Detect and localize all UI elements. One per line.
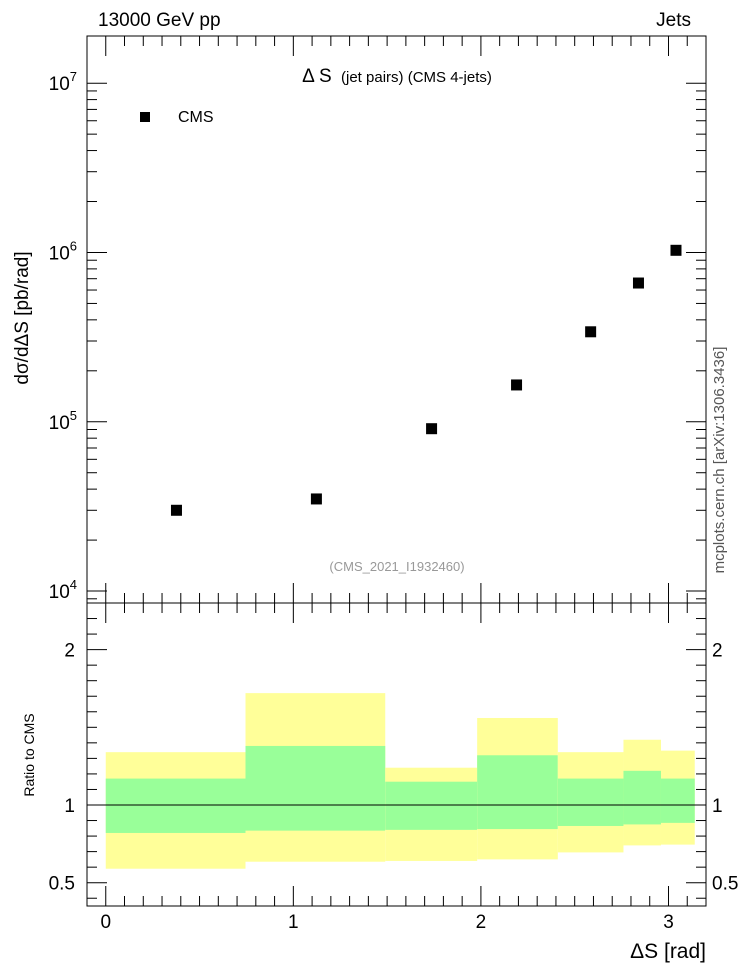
data-point-cms bbox=[170, 504, 182, 516]
x-tick-label: 1 bbox=[288, 912, 299, 933]
main-y-tick-label: 105 bbox=[49, 408, 77, 434]
header-process-label: Jets bbox=[656, 10, 691, 31]
data-point-cms bbox=[310, 493, 322, 505]
ratio-y-tick-label-left: 0.5 bbox=[49, 874, 75, 895]
ratio-band-inner bbox=[557, 778, 624, 826]
legend-marker-cms bbox=[140, 112, 150, 122]
legend-label-cms: CMS bbox=[178, 109, 214, 126]
chart-title: Δ S (jet pairs) (CMS 4-jets) bbox=[302, 66, 492, 87]
cms-series bbox=[170, 244, 682, 516]
main-x-ticks bbox=[86, 36, 707, 603]
header-energy-label: 13000 GeV pp bbox=[98, 10, 221, 31]
x-tick-label: 0 bbox=[100, 912, 111, 933]
ratio-band-inner bbox=[105, 778, 246, 833]
ratio-y-tick-label-left: 1 bbox=[64, 796, 75, 817]
ratio-y-axis-label: Ratio to CMS bbox=[21, 713, 37, 796]
data-point-cms bbox=[585, 326, 597, 338]
ratio-y-tick-label-right: 0.5 bbox=[712, 874, 738, 895]
ratio-band-inner bbox=[477, 755, 558, 830]
ratio-band-inner bbox=[385, 781, 478, 830]
chart-title-suffix: (jet pairs) (CMS 4-jets) bbox=[341, 69, 492, 86]
main-y-tick-label: 106 bbox=[49, 238, 77, 264]
x-tick-label: 3 bbox=[663, 912, 674, 933]
ratio-x-axis: 0 1 2 3 bbox=[86, 603, 707, 933]
ratio-uncertainty-bands bbox=[105, 693, 695, 869]
x-tick-label: 2 bbox=[476, 912, 487, 933]
ratio-plot-panel: 0.5 0.5 1 1 2 2 0 1 2 3 Ratio to CMS ΔS [rad] bbox=[21, 602, 738, 963]
main-plot-panel: 104 105 106 107 dσ/dΔS [pb/rad] Δ S (jet pa… bbox=[12, 35, 707, 604]
main-y-tick-label: 104 bbox=[49, 577, 77, 603]
main-y-axis-label: dσ/dΔS [pb/rad] bbox=[12, 251, 33, 384]
main-y-axis: 104 105 106 107 bbox=[49, 69, 706, 603]
x-axis-label: ΔS [rad] bbox=[630, 940, 706, 963]
data-point-cms bbox=[511, 379, 523, 391]
ratio-band-inner bbox=[245, 745, 386, 831]
side-credit-label: mcplots.cern.ch [arXiv:1306.3436] bbox=[711, 347, 728, 574]
main-y-tick-label: 107 bbox=[49, 69, 77, 95]
data-point-cms bbox=[426, 423, 438, 435]
ratio-y-tick-label-right: 2 bbox=[712, 641, 723, 662]
ratio-plot-frame bbox=[86, 602, 707, 907]
data-point-cms bbox=[670, 244, 682, 256]
ratio-band-inner bbox=[660, 778, 695, 823]
analysis-watermark: (CMS_2021_I1932460) bbox=[329, 559, 464, 574]
ratio-y-tick-label-left: 2 bbox=[64, 641, 75, 662]
ratio-y-tick-label-right: 1 bbox=[712, 796, 723, 817]
ratio-y-axis: 0.5 0.5 1 1 2 2 bbox=[49, 618, 738, 899]
ratio-band-inner bbox=[623, 770, 661, 825]
chart-title-main: Δ S bbox=[302, 66, 332, 87]
data-point-cms bbox=[632, 277, 644, 289]
